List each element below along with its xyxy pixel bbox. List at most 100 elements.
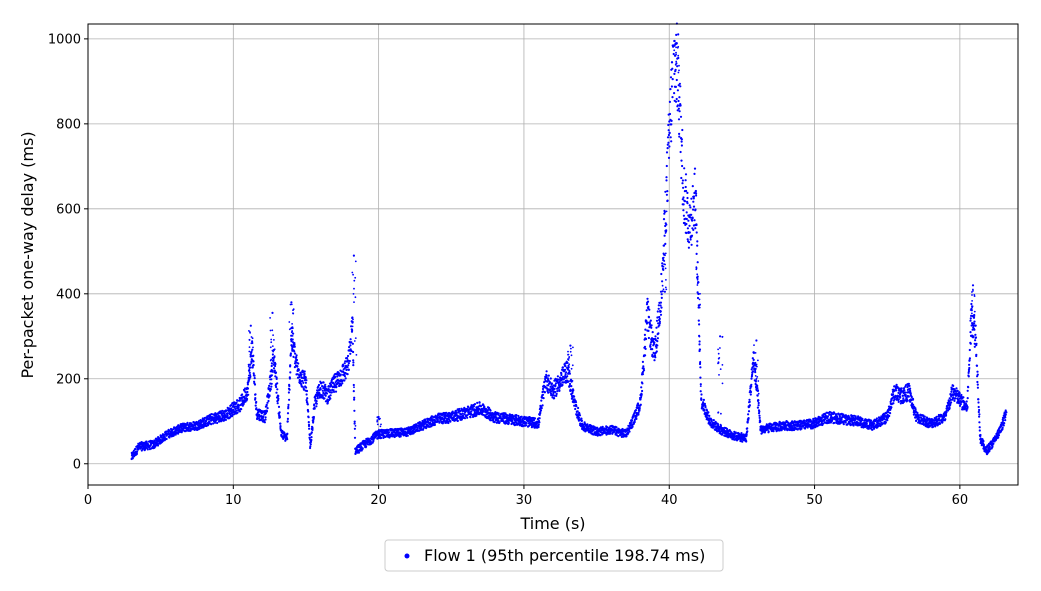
data-point <box>695 223 698 227</box>
data-point <box>293 362 297 365</box>
data-point <box>641 373 645 376</box>
data-point <box>352 359 355 362</box>
data-point <box>347 364 350 367</box>
data-point <box>349 344 352 347</box>
data-point <box>691 185 694 188</box>
data-point <box>315 405 318 408</box>
data-point <box>674 68 677 71</box>
data-point <box>266 401 269 404</box>
data-point <box>689 206 692 209</box>
data-point <box>699 390 702 393</box>
data-point <box>336 375 339 378</box>
data-point <box>312 415 315 419</box>
data-point <box>693 167 697 170</box>
data-point <box>904 394 907 397</box>
data-point <box>532 418 536 422</box>
data-point <box>326 398 329 401</box>
data-point <box>677 118 681 121</box>
data-point <box>944 418 947 421</box>
data-point <box>272 363 275 366</box>
data-point <box>968 366 971 370</box>
data-point <box>694 208 697 211</box>
data-point <box>225 409 228 412</box>
data-point <box>571 396 574 399</box>
data-point <box>344 360 347 363</box>
data-point <box>562 375 565 378</box>
data-point <box>664 242 667 245</box>
data-point <box>302 370 305 373</box>
data-point <box>659 310 662 313</box>
data-point <box>174 433 177 436</box>
data-point <box>681 164 684 168</box>
data-point <box>567 366 570 369</box>
data-point <box>684 173 688 176</box>
data-point <box>347 359 350 362</box>
data-point <box>907 395 910 398</box>
data-point <box>656 337 660 340</box>
data-point <box>307 410 310 413</box>
data-point <box>655 319 659 322</box>
data-point <box>903 389 906 392</box>
data-point <box>517 414 520 418</box>
data-point <box>319 388 322 391</box>
data-point <box>554 382 558 385</box>
data-point <box>135 452 138 455</box>
data-point <box>696 296 700 300</box>
data-point <box>350 325 353 328</box>
data-point <box>237 404 241 407</box>
data-point <box>650 326 653 329</box>
data-point <box>493 420 496 423</box>
data-point <box>478 401 481 404</box>
data-point <box>694 189 698 193</box>
data-point <box>907 382 911 385</box>
data-point <box>238 410 242 413</box>
data-point <box>349 338 352 341</box>
data-point <box>655 350 658 353</box>
data-point <box>272 358 275 361</box>
data-point <box>357 451 361 454</box>
data-point <box>289 364 292 367</box>
data-point <box>266 407 269 410</box>
data-point <box>565 371 568 374</box>
data-point <box>247 379 250 382</box>
data-point <box>965 400 968 403</box>
data-point <box>692 205 696 208</box>
data-point <box>673 39 676 43</box>
data-point <box>649 319 652 322</box>
data-point <box>332 390 336 393</box>
data-point <box>268 384 271 387</box>
data-point <box>310 436 313 439</box>
data-point <box>186 421 189 424</box>
data-point <box>296 365 299 368</box>
data-point <box>665 151 669 154</box>
data-point <box>649 343 652 346</box>
data-point <box>547 374 550 377</box>
data-point <box>303 370 306 373</box>
data-point <box>253 383 257 386</box>
data-point <box>702 401 705 404</box>
data-point <box>666 147 669 150</box>
data-point <box>690 243 693 246</box>
data-point <box>688 224 691 227</box>
data-point <box>260 409 263 413</box>
data-point <box>470 410 473 413</box>
data-point <box>338 372 341 375</box>
data-point <box>888 414 891 418</box>
data-point <box>599 434 602 437</box>
data-point <box>240 408 243 411</box>
data-point <box>238 399 241 402</box>
data-point <box>897 398 900 401</box>
data-point <box>525 424 528 427</box>
data-point <box>644 347 647 350</box>
data-point <box>274 362 277 366</box>
data-point <box>305 379 308 382</box>
data-point <box>886 419 889 422</box>
data-point <box>665 179 668 182</box>
data-point <box>309 443 312 446</box>
data-point <box>660 296 663 299</box>
data-point <box>759 420 762 423</box>
data-point <box>543 391 547 394</box>
data-point <box>347 368 350 371</box>
data-point <box>635 417 638 420</box>
